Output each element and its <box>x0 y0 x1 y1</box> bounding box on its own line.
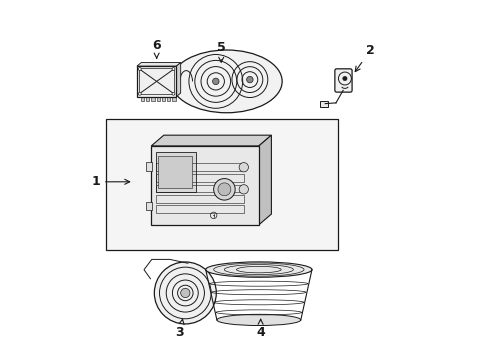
Circle shape <box>213 179 235 200</box>
Circle shape <box>342 76 346 81</box>
Bar <box>141 96 144 101</box>
Bar <box>155 174 244 182</box>
Bar <box>145 162 152 171</box>
FancyBboxPatch shape <box>334 69 351 92</box>
Bar <box>319 101 327 107</box>
Circle shape <box>218 183 230 196</box>
Bar <box>151 146 258 225</box>
Circle shape <box>180 288 190 298</box>
Circle shape <box>239 185 248 194</box>
Bar <box>145 202 152 211</box>
Circle shape <box>138 92 141 95</box>
Circle shape <box>172 68 175 71</box>
Polygon shape <box>137 63 180 66</box>
Circle shape <box>212 78 219 85</box>
Text: 3: 3 <box>175 319 184 339</box>
Bar <box>146 96 149 101</box>
Ellipse shape <box>217 314 300 325</box>
Bar <box>167 96 170 101</box>
Circle shape <box>138 68 141 71</box>
Bar <box>155 163 244 171</box>
Polygon shape <box>151 135 271 146</box>
Ellipse shape <box>171 50 282 113</box>
Bar <box>158 156 192 188</box>
Bar <box>151 96 154 101</box>
Text: 6: 6 <box>152 39 161 58</box>
Ellipse shape <box>205 262 311 277</box>
Bar <box>156 96 160 101</box>
Bar <box>155 205 244 213</box>
Circle shape <box>239 163 248 172</box>
Text: 5: 5 <box>216 41 225 62</box>
Polygon shape <box>258 135 271 225</box>
Text: 2: 2 <box>354 44 374 72</box>
Bar <box>162 96 165 101</box>
Bar <box>155 152 196 192</box>
Circle shape <box>172 92 175 95</box>
Bar <box>106 119 337 250</box>
Bar <box>172 96 175 101</box>
Polygon shape <box>176 63 180 96</box>
Text: 4: 4 <box>256 319 264 339</box>
Bar <box>137 66 176 96</box>
Text: 1: 1 <box>91 175 129 188</box>
Circle shape <box>246 76 253 83</box>
Circle shape <box>154 262 216 324</box>
Bar <box>139 68 174 94</box>
Bar <box>155 195 244 203</box>
Bar <box>155 185 244 193</box>
